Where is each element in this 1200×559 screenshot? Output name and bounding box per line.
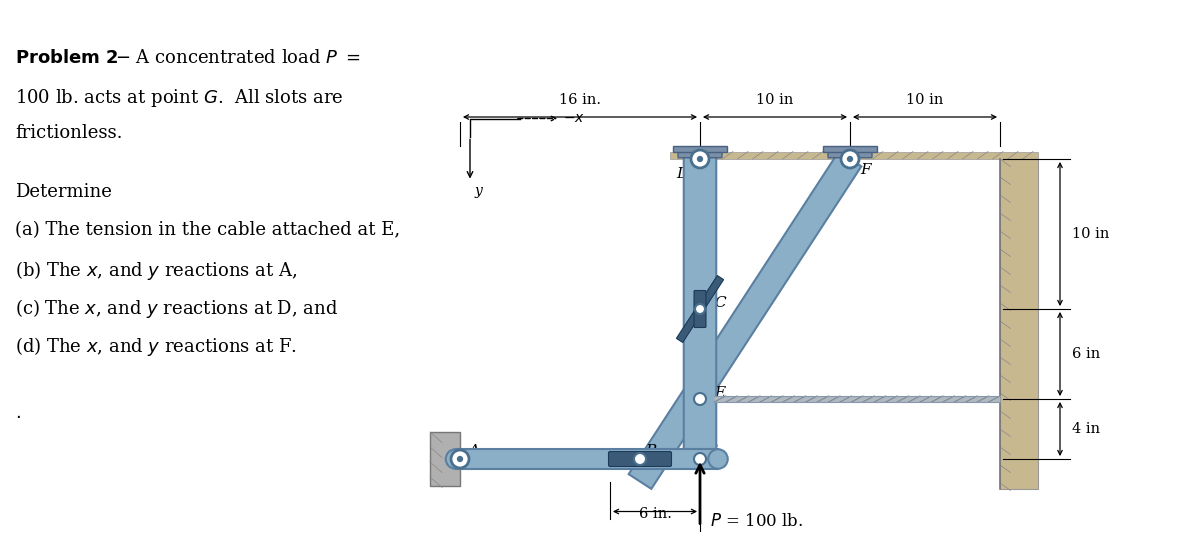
FancyBboxPatch shape: [608, 452, 672, 467]
Polygon shape: [1000, 159, 1038, 489]
Text: F: F: [860, 163, 871, 177]
Circle shape: [457, 456, 463, 462]
Text: 100 lb. acts at point $G$.  All slots are: 100 lb. acts at point $G$. All slots are: [14, 87, 343, 109]
Text: 6 in.: 6 in.: [638, 508, 672, 522]
FancyBboxPatch shape: [678, 148, 722, 158]
Circle shape: [634, 453, 646, 465]
Circle shape: [847, 156, 853, 162]
Text: (d) The $x$, and $y$ reactions at F.: (d) The $x$, and $y$ reactions at F.: [14, 335, 298, 358]
FancyBboxPatch shape: [673, 146, 727, 151]
Text: B: B: [646, 444, 656, 458]
Text: $-$ A concentrated load $P$ $=$: $-$ A concentrated load $P$ $=$: [115, 49, 361, 67]
Text: 10 in: 10 in: [1072, 227, 1109, 241]
Polygon shape: [629, 151, 862, 489]
Text: 10 in: 10 in: [906, 93, 943, 107]
Text: frictionless.: frictionless.: [14, 124, 122, 142]
Text: 4 in: 4 in: [1072, 422, 1100, 436]
Text: A: A: [468, 444, 479, 458]
Text: 16 in.: 16 in.: [559, 93, 601, 107]
FancyBboxPatch shape: [823, 146, 877, 151]
Text: $P$ = 100 lb.: $P$ = 100 lb.: [710, 514, 803, 530]
Circle shape: [694, 393, 706, 405]
Text: G: G: [706, 444, 718, 458]
Text: Determine: Determine: [14, 183, 112, 201]
Text: (c) The $x$, and $y$ reactions at D, and: (c) The $x$, and $y$ reactions at D, and: [14, 297, 338, 320]
Circle shape: [708, 449, 727, 469]
FancyBboxPatch shape: [430, 432, 460, 486]
Polygon shape: [670, 151, 1038, 159]
Polygon shape: [677, 276, 724, 343]
Circle shape: [694, 453, 706, 465]
Circle shape: [841, 150, 859, 168]
Text: D: D: [676, 167, 688, 181]
Text: y: y: [475, 184, 482, 198]
Circle shape: [691, 150, 709, 168]
Circle shape: [697, 156, 703, 162]
Circle shape: [445, 449, 466, 469]
Text: 6 in: 6 in: [1072, 347, 1100, 361]
FancyBboxPatch shape: [828, 148, 872, 158]
Text: $-x$: $-x$: [563, 111, 584, 126]
Text: (b) The $x$, and $y$ reactions at A,: (b) The $x$, and $y$ reactions at A,: [14, 259, 298, 282]
Polygon shape: [456, 449, 718, 469]
Text: 10 in: 10 in: [756, 93, 793, 107]
Text: $\mathbf{Problem\ 2}$: $\mathbf{Problem\ 2}$: [14, 49, 118, 67]
Text: E: E: [714, 386, 725, 400]
FancyBboxPatch shape: [684, 151, 716, 468]
Text: C: C: [714, 296, 726, 310]
Text: .: .: [14, 404, 20, 422]
Circle shape: [451, 450, 469, 468]
FancyBboxPatch shape: [694, 291, 706, 328]
Circle shape: [695, 304, 706, 314]
Text: (a) The tension in the cable attached at E,: (a) The tension in the cable attached at…: [14, 221, 400, 239]
